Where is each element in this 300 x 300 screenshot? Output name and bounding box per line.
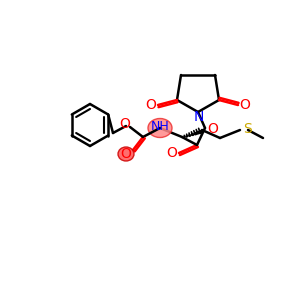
Text: O: O	[121, 147, 131, 161]
Text: O: O	[146, 98, 156, 112]
Text: O: O	[120, 117, 130, 131]
Text: O: O	[208, 122, 218, 136]
Text: O: O	[167, 146, 177, 160]
Ellipse shape	[148, 118, 172, 137]
Ellipse shape	[118, 147, 134, 161]
Text: NH: NH	[151, 121, 169, 134]
Text: O: O	[240, 98, 250, 112]
Text: S: S	[243, 122, 251, 136]
Text: N: N	[194, 110, 204, 124]
